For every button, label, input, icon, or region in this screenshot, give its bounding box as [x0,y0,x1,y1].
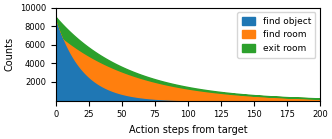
X-axis label: Action steps from target: Action steps from target [128,125,247,135]
Legend: find object, find room, exit room: find object, find room, exit room [237,12,315,58]
Y-axis label: Counts: Counts [4,37,14,71]
